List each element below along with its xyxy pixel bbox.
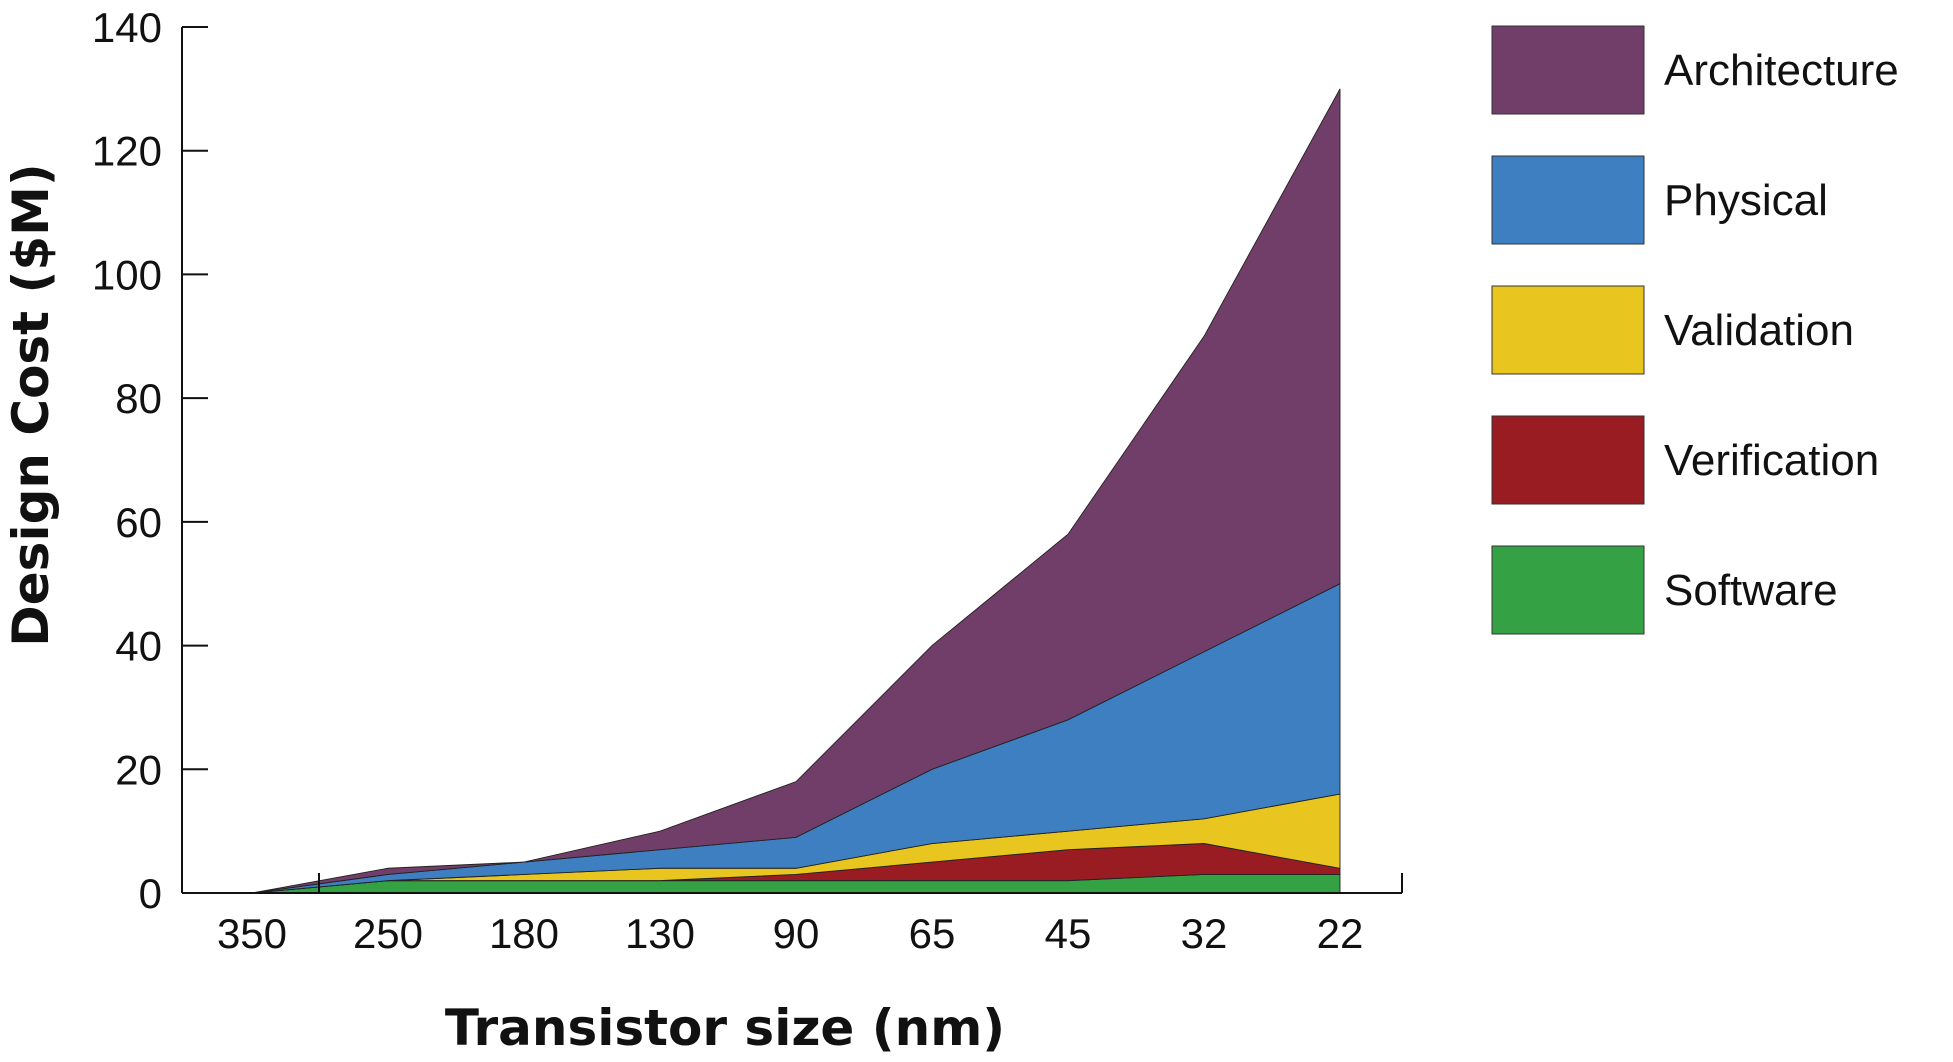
x-tick-label: 45 [1045,910,1092,957]
x-axis-title: Transistor size (nm) [445,999,1005,1057]
y-tick-label: 140 [92,4,162,51]
x-tick-label: 180 [489,910,559,957]
y-tick-label: 40 [115,623,162,670]
y-tick-label: 80 [115,375,162,422]
y-axis-title: Design Cost ($M) [2,163,60,646]
legend-swatch-architecture [1491,25,1645,115]
legend-label-architecture: Architecture [1664,46,1899,95]
x-tick-label: 350 [217,910,287,957]
axes [181,27,1403,894]
x-tick-label: 130 [625,910,695,957]
y-tick-label: 20 [115,746,162,793]
legend-label-software: Software [1664,566,1838,615]
y-tick-label: 0 [139,870,162,917]
y-tick-label: 60 [115,499,162,546]
legend: Architecture Physical Validation Verificati… [1491,25,1899,635]
legend-swatch-verification [1491,415,1645,505]
area-architecture [251,88,1341,894]
legend-label-validation: Validation [1664,306,1854,355]
y-axis-ticks: 0 20 40 60 80 100 120 140 [92,4,208,917]
x-tick-label: 90 [773,910,820,957]
legend-swatch-physical [1491,155,1645,245]
x-tick-label: 65 [909,910,956,957]
x-tick-label: 32 [1181,910,1228,957]
x-tick-label: 22 [1317,910,1364,957]
legend-label-verification: Verification [1664,436,1879,485]
legend-label-physical: Physical [1664,176,1828,225]
x-axis-ticks: 350 250 180 130 90 65 45 32 22 [217,910,1363,957]
legend-swatch-validation [1491,285,1645,375]
area-layers [251,88,1341,894]
y-tick-label: 100 [92,251,162,298]
x-tick-label: 250 [353,910,423,957]
y-tick-label: 120 [92,128,162,175]
legend-swatch-software [1491,545,1645,635]
